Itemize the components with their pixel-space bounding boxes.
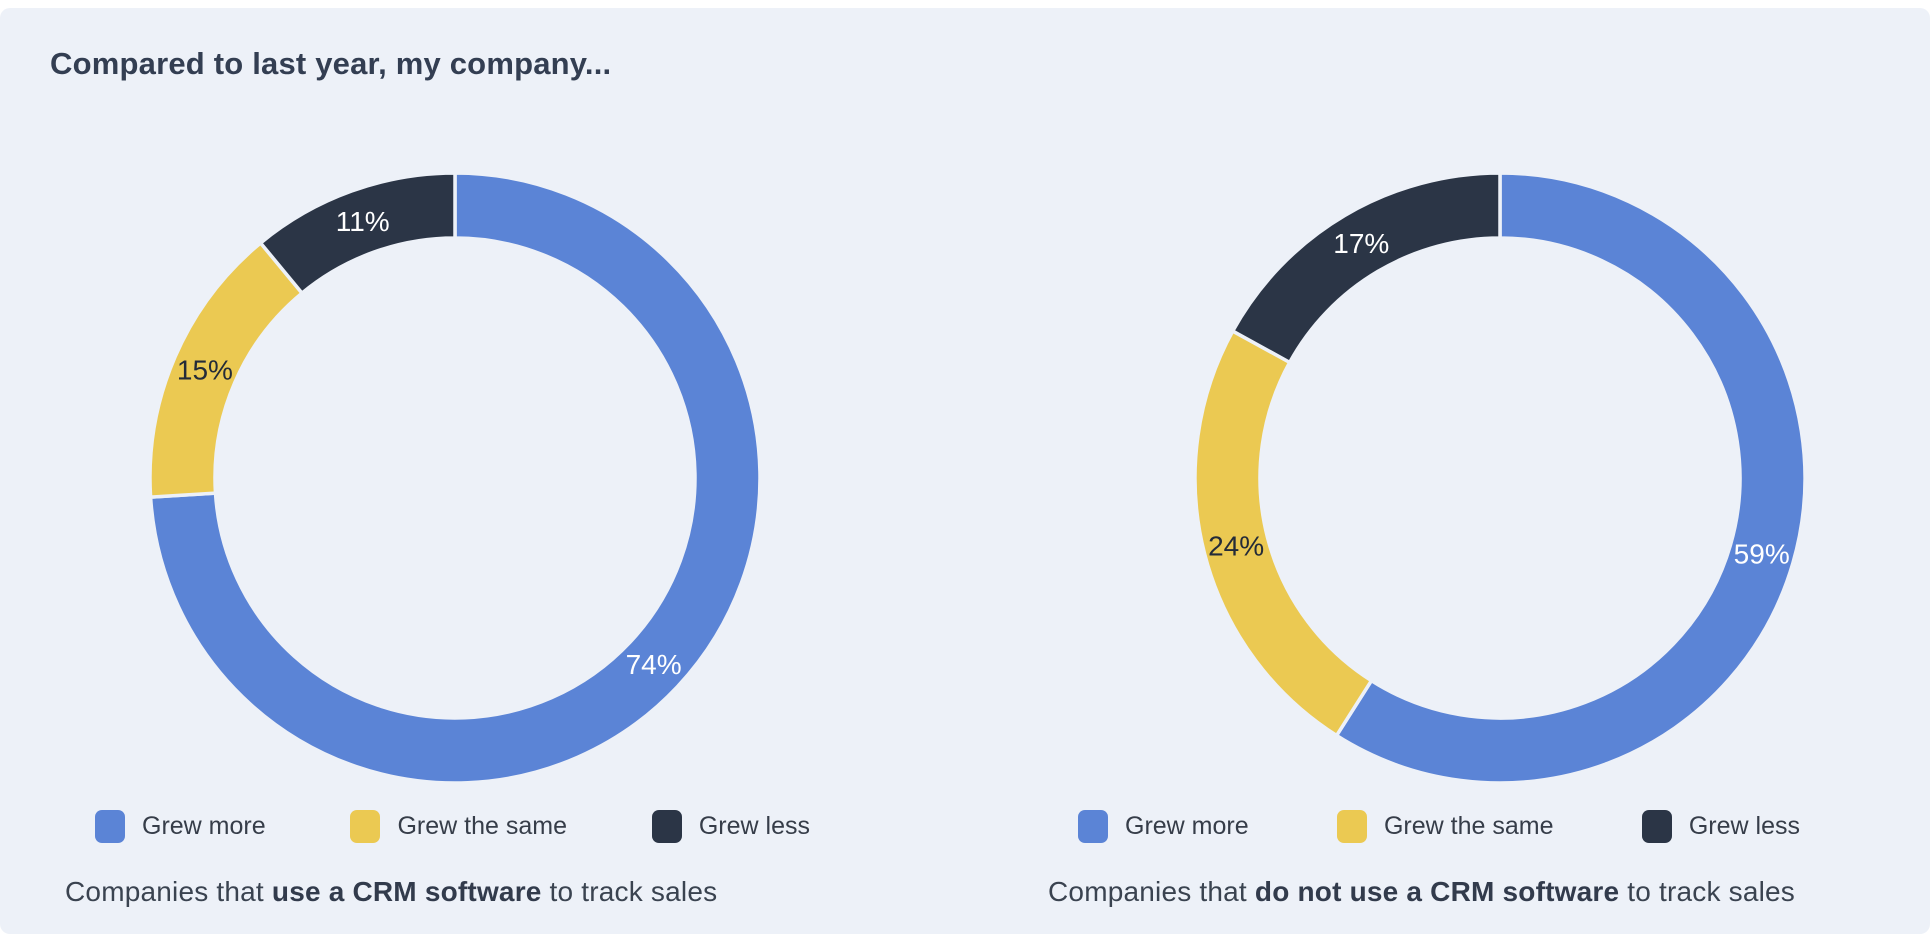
legend-item-grew-less: Grew less xyxy=(651,809,810,843)
legend-label-grew-the-same: Grew the same xyxy=(397,811,567,840)
legend-item-grew-the-same: Grew the same xyxy=(350,809,567,843)
donut-value-label-grew-the-same: 15% xyxy=(177,354,233,385)
legend-label-grew-less: Grew less xyxy=(698,811,810,840)
donut-slice-grew-more xyxy=(148,171,762,785)
caption-crm-users: Companies that use a CRM software to tra… xyxy=(65,876,840,908)
legend-item-grew-more: Grew more xyxy=(95,809,266,843)
legend-crm-users: Grew more Grew the same Grew less xyxy=(95,804,810,848)
caption-text: to track sales xyxy=(1619,876,1795,907)
chart-question-title: Compared to last year, my company... xyxy=(50,46,612,81)
legend-swatch-grew-more xyxy=(1078,809,1108,843)
donut-slice-grew-more xyxy=(1334,171,1807,785)
legend-swatch-grew-more xyxy=(95,809,125,843)
legend-item-grew-the-same: Grew the same xyxy=(1336,809,1554,843)
legend-label-grew-more: Grew more xyxy=(1125,811,1249,840)
donut-svg: 74% 15% 11% xyxy=(148,171,762,785)
donut-value-label-grew-more: 59% xyxy=(1734,539,1790,570)
legend-swatch-grew-the-same xyxy=(350,809,381,843)
infographic-panel: Compared to last year, my company... 74%… xyxy=(0,8,1930,934)
caption-bold-text: do not use a CRM software xyxy=(1254,876,1620,907)
donut-slice-grew-less xyxy=(1230,171,1502,365)
caption-text: Companies that xyxy=(65,876,272,907)
crm-nonusers-chart-section: 59% 24% 17% Grew more Grew the same Grew les… xyxy=(1040,158,1860,908)
caption-text: Companies that xyxy=(1048,876,1255,907)
legend-crm-nonusers: Grew more Grew the same Grew less xyxy=(1078,804,1800,848)
legend-label-grew-the-same: Grew the same xyxy=(1383,811,1554,840)
caption-crm-nonusers: Companies that do not use a CRM software… xyxy=(1048,876,1860,908)
legend-swatch-grew-less xyxy=(651,809,682,843)
legend-swatch-grew-less xyxy=(1641,809,1672,843)
legend-item-grew-less: Grew less xyxy=(1641,809,1800,843)
donut-slice-grew-less xyxy=(258,171,457,295)
donut-value-label-grew-less: 11% xyxy=(336,206,390,237)
legend-label-grew-more: Grew more xyxy=(142,811,266,840)
legend-label-grew-less: Grew less xyxy=(1688,811,1800,840)
legend-swatch-grew-the-same xyxy=(1336,809,1367,843)
donut-value-label-grew-more: 74% xyxy=(626,649,682,680)
caption-text: to track sales xyxy=(541,876,718,907)
crm-users-chart-section: 74% 15% 11% Grew more Grew the same Grew les… xyxy=(60,158,840,908)
caption-bold-text: use a CRM software xyxy=(271,876,542,907)
donut-value-label-grew-the-same: 24% xyxy=(1208,530,1264,561)
donut-chart-crm-nonusers: 59% 24% 17% xyxy=(1180,158,1820,798)
donut-chart-crm-users: 74% 15% 11% xyxy=(135,158,775,798)
donut-value-label-grew-less: 17% xyxy=(1333,228,1389,259)
donut-svg: 59% 24% 17% xyxy=(1193,171,1807,785)
legend-item-grew-more: Grew more xyxy=(1078,809,1249,843)
